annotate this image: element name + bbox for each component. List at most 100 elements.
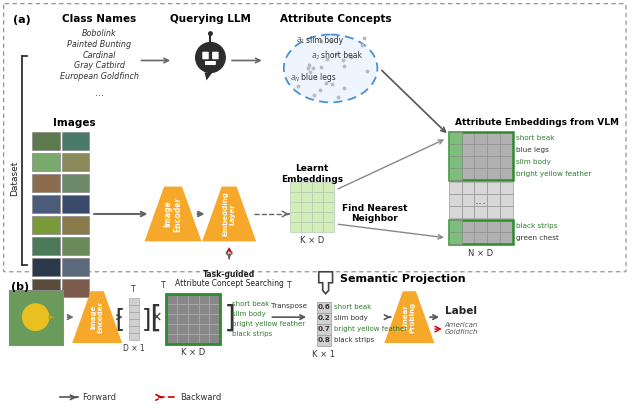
Bar — [461, 220, 474, 232]
Text: Dataset: Dataset — [10, 160, 19, 196]
Bar — [198, 323, 209, 334]
Bar — [449, 144, 461, 156]
Polygon shape — [319, 272, 333, 294]
FancyBboxPatch shape — [205, 61, 216, 65]
Bar — [198, 304, 209, 314]
Text: Gray Catbird: Gray Catbird — [74, 61, 125, 70]
Bar — [177, 334, 188, 344]
Text: American
Goldfinch: American Goldfinch — [445, 322, 478, 335]
Bar — [323, 192, 333, 202]
Bar — [474, 144, 487, 156]
FancyBboxPatch shape — [202, 52, 209, 59]
Bar — [290, 182, 301, 192]
Bar — [166, 294, 177, 304]
Bar — [449, 156, 461, 168]
Text: 0.7: 0.7 — [317, 326, 330, 332]
Text: [: [ — [145, 304, 163, 333]
Bar — [323, 202, 333, 212]
Text: short beak: short beak — [333, 304, 371, 310]
FancyBboxPatch shape — [61, 174, 90, 192]
Bar — [500, 144, 513, 156]
Text: short beak: short beak — [232, 301, 269, 307]
Bar — [209, 304, 220, 314]
Bar — [209, 314, 220, 323]
Text: Image
Encoder: Image Encoder — [163, 197, 183, 232]
Text: Attribute Concept Searching: Attribute Concept Searching — [175, 279, 284, 288]
Bar — [449, 220, 513, 244]
Bar — [500, 168, 513, 180]
Text: Learnt
Embeddings: Learnt Embeddings — [281, 164, 343, 183]
Bar — [188, 294, 198, 304]
Bar — [474, 132, 487, 144]
Bar — [461, 194, 474, 206]
Bar — [474, 220, 487, 232]
FancyBboxPatch shape — [61, 279, 90, 297]
Bar — [188, 304, 198, 314]
Bar — [449, 182, 461, 194]
Text: Images: Images — [53, 118, 96, 128]
Text: ]: ] — [222, 304, 241, 333]
Text: T: T — [287, 281, 292, 290]
FancyBboxPatch shape — [8, 290, 63, 344]
Polygon shape — [49, 315, 55, 319]
Text: ...: ... — [95, 89, 104, 98]
Bar — [301, 202, 312, 212]
Bar — [449, 206, 461, 218]
FancyBboxPatch shape — [61, 258, 90, 276]
Text: black strips: black strips — [333, 337, 374, 343]
Bar — [500, 220, 513, 232]
Bar — [487, 232, 500, 244]
Text: Linear
Probing: Linear Probing — [403, 302, 416, 332]
FancyBboxPatch shape — [32, 258, 60, 276]
Text: (a): (a) — [13, 15, 31, 25]
Polygon shape — [145, 187, 202, 241]
Text: Transpose: Transpose — [271, 303, 307, 309]
Text: black strips: black strips — [516, 223, 557, 229]
Text: ]: ] — [140, 307, 154, 330]
Bar — [166, 334, 177, 344]
Text: bright yellow feather: bright yellow feather — [232, 321, 305, 327]
Text: Label: Label — [445, 306, 477, 316]
Text: 0.6: 0.6 — [317, 304, 330, 310]
Text: Attribute Concepts: Attribute Concepts — [280, 14, 391, 23]
Bar — [198, 314, 209, 323]
FancyBboxPatch shape — [61, 237, 90, 255]
Bar — [449, 168, 461, 180]
Text: Find Nearest
Neighbor: Find Nearest Neighbor — [342, 204, 408, 223]
Bar — [290, 192, 301, 202]
Bar — [317, 302, 331, 313]
Text: 0.8: 0.8 — [317, 337, 330, 343]
Text: Attribute Embeddings from VLM: Attribute Embeddings from VLM — [456, 118, 620, 127]
Text: K × 1: K × 1 — [312, 349, 335, 358]
Bar — [209, 323, 220, 334]
Bar — [188, 323, 198, 334]
Text: slim body: slim body — [232, 311, 266, 317]
Bar — [323, 182, 333, 192]
Text: black strips: black strips — [232, 330, 272, 337]
Bar — [500, 182, 513, 194]
Bar — [474, 194, 487, 206]
Bar — [449, 132, 513, 180]
Bar — [188, 334, 198, 344]
Bar — [129, 298, 138, 304]
Text: [: [ — [112, 307, 127, 330]
Bar — [474, 206, 487, 218]
Ellipse shape — [284, 35, 378, 102]
FancyBboxPatch shape — [32, 174, 60, 192]
Bar — [312, 212, 323, 222]
Text: slim body: slim body — [306, 35, 343, 44]
Bar — [461, 156, 474, 168]
Text: slim body: slim body — [516, 159, 550, 165]
Bar — [312, 192, 323, 202]
Text: green chest: green chest — [516, 235, 559, 241]
Bar — [177, 314, 188, 323]
Bar — [166, 304, 177, 314]
Text: Querying LLM: Querying LLM — [170, 14, 251, 23]
Bar — [449, 156, 461, 168]
Bar — [461, 182, 474, 194]
Text: T: T — [161, 281, 166, 290]
FancyBboxPatch shape — [32, 195, 60, 213]
FancyBboxPatch shape — [61, 132, 90, 150]
Text: N × D: N × D — [468, 249, 493, 258]
Bar — [290, 222, 301, 232]
